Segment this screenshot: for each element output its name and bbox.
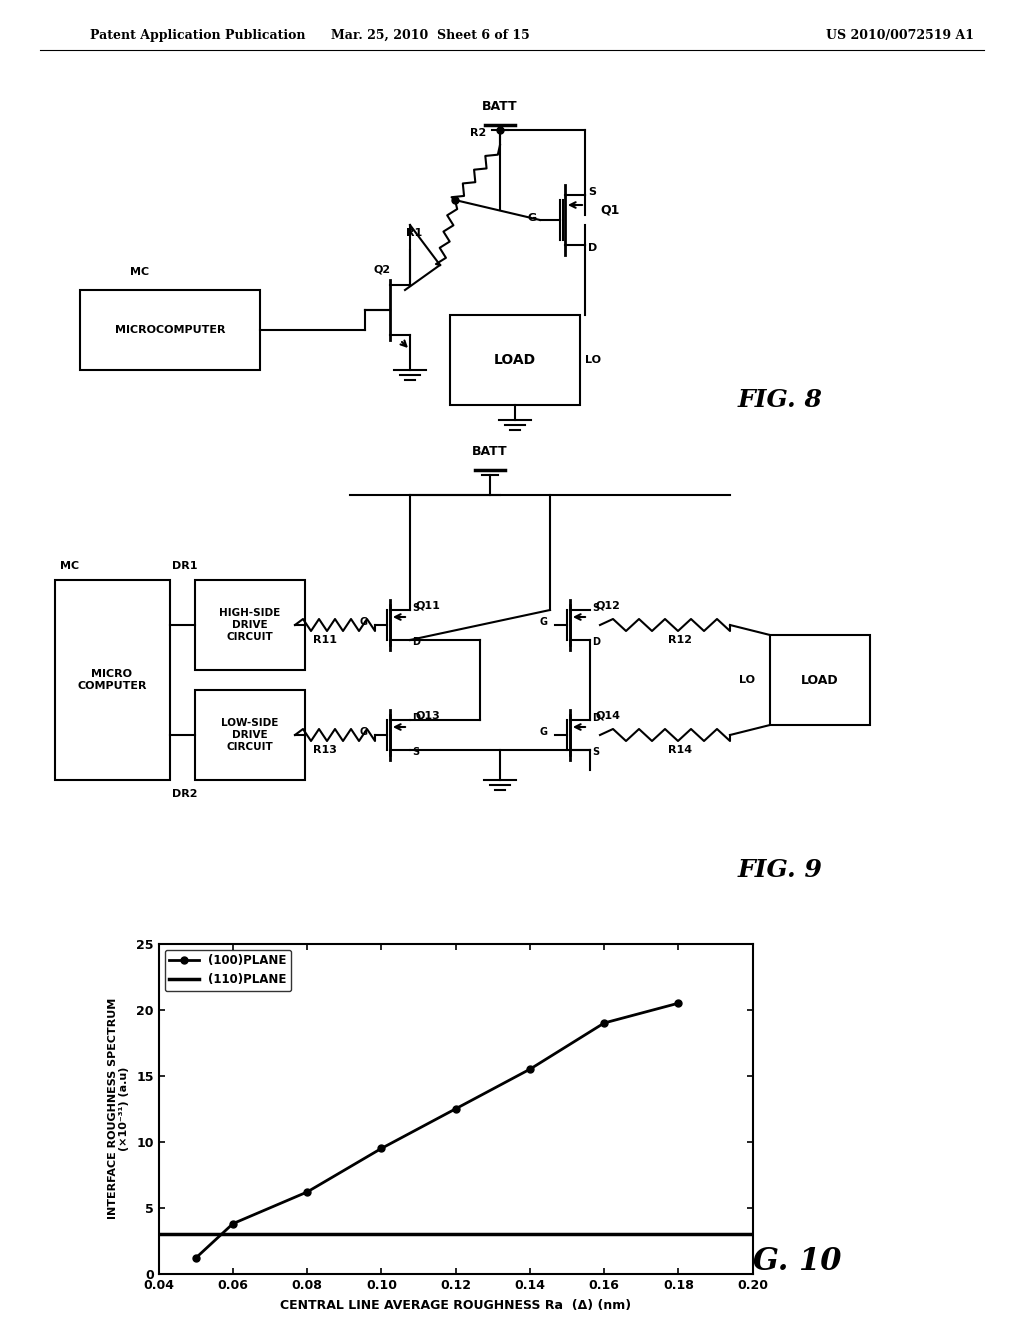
Text: Q13: Q13 xyxy=(415,710,439,719)
(110)PLANE xyxy=(301,1226,313,1242)
Bar xyxy=(55,579,170,780)
Bar xyxy=(195,579,305,671)
Text: D: D xyxy=(592,638,600,647)
Text: R2: R2 xyxy=(470,128,486,139)
(110)PLANE xyxy=(450,1226,462,1242)
Text: R14: R14 xyxy=(668,744,692,755)
(110)PLANE xyxy=(672,1226,684,1242)
Text: DR2: DR2 xyxy=(172,789,198,799)
(110)PLANE xyxy=(598,1226,610,1242)
(110)PLANE xyxy=(375,1226,387,1242)
Text: R1: R1 xyxy=(406,228,422,238)
Text: BATT: BATT xyxy=(482,100,518,114)
Text: LOW-SIDE
DRIVE
CIRCUIT: LOW-SIDE DRIVE CIRCUIT xyxy=(221,718,279,751)
Text: G: G xyxy=(540,616,548,627)
Bar xyxy=(770,635,870,725)
Text: S: S xyxy=(592,747,599,756)
Bar xyxy=(195,690,305,780)
Text: G: G xyxy=(360,727,368,737)
Text: D: D xyxy=(592,713,600,723)
(100)PLANE xyxy=(375,1140,387,1156)
(100)PLANE xyxy=(672,995,684,1011)
Text: G: G xyxy=(540,727,548,737)
Text: HIGH-SIDE
DRIVE
CIRCUIT: HIGH-SIDE DRIVE CIRCUIT xyxy=(219,609,281,642)
Text: LOAD: LOAD xyxy=(801,673,839,686)
Text: LO: LO xyxy=(739,675,755,685)
Text: FIG. 10: FIG. 10 xyxy=(718,1246,843,1278)
Text: MC: MC xyxy=(60,561,79,572)
Text: D: D xyxy=(412,638,420,647)
Bar xyxy=(450,315,580,405)
Text: D: D xyxy=(412,713,420,723)
Text: FIG. 9: FIG. 9 xyxy=(737,858,822,882)
Text: D: D xyxy=(588,243,597,253)
(100)PLANE xyxy=(450,1101,462,1117)
Text: R12: R12 xyxy=(668,635,692,645)
Text: Q2: Q2 xyxy=(374,265,390,275)
(110)PLANE xyxy=(226,1226,239,1242)
Text: MICRO
COMPUTER: MICRO COMPUTER xyxy=(77,669,146,690)
X-axis label: CENTRAL LINE AVERAGE ROUGHNESS Ra  (Δ) (nm): CENTRAL LINE AVERAGE ROUGHNESS Ra (Δ) (n… xyxy=(281,1299,631,1312)
(110)PLANE xyxy=(746,1226,759,1242)
Text: US 2010/0072519 A1: US 2010/0072519 A1 xyxy=(826,29,974,41)
(100)PLANE xyxy=(226,1216,239,1232)
Text: Q12: Q12 xyxy=(595,601,620,610)
Text: MICROCOMPUTER: MICROCOMPUTER xyxy=(115,325,225,335)
(110)PLANE xyxy=(153,1226,165,1242)
Text: S: S xyxy=(412,603,419,612)
Legend: (100)PLANE, (110)PLANE: (100)PLANE, (110)PLANE xyxy=(165,949,292,991)
Text: LOAD: LOAD xyxy=(494,352,536,367)
Text: S: S xyxy=(592,603,599,612)
Y-axis label: INTERFACE ROUGHNESS SPECTRUM
(×10⁻³¹) (a.u): INTERFACE ROUGHNESS SPECTRUM (×10⁻³¹) (a… xyxy=(108,998,129,1220)
Text: Q11: Q11 xyxy=(415,601,440,610)
Text: MC: MC xyxy=(130,267,150,277)
Text: FIG. 8: FIG. 8 xyxy=(737,388,822,412)
(100)PLANE xyxy=(189,1250,202,1266)
Text: Mar. 25, 2010  Sheet 6 of 15: Mar. 25, 2010 Sheet 6 of 15 xyxy=(331,29,529,41)
Text: R11: R11 xyxy=(313,635,337,645)
(100)PLANE xyxy=(598,1015,610,1031)
Bar xyxy=(80,290,260,370)
Text: S: S xyxy=(588,187,596,197)
Text: Patent Application Publication: Patent Application Publication xyxy=(90,29,305,41)
Text: S: S xyxy=(412,747,419,756)
Text: Q1: Q1 xyxy=(600,203,620,216)
(100)PLANE xyxy=(523,1061,537,1077)
Text: Q14: Q14 xyxy=(595,710,620,719)
Text: G: G xyxy=(360,616,368,627)
Text: LO: LO xyxy=(585,355,601,366)
Text: R13: R13 xyxy=(313,744,337,755)
Text: G: G xyxy=(527,213,537,223)
Line: (100)PLANE: (100)PLANE xyxy=(193,999,682,1262)
(100)PLANE xyxy=(301,1184,313,1200)
(110)PLANE xyxy=(523,1226,537,1242)
Text: DR1: DR1 xyxy=(172,561,198,572)
Text: BATT: BATT xyxy=(472,445,508,458)
